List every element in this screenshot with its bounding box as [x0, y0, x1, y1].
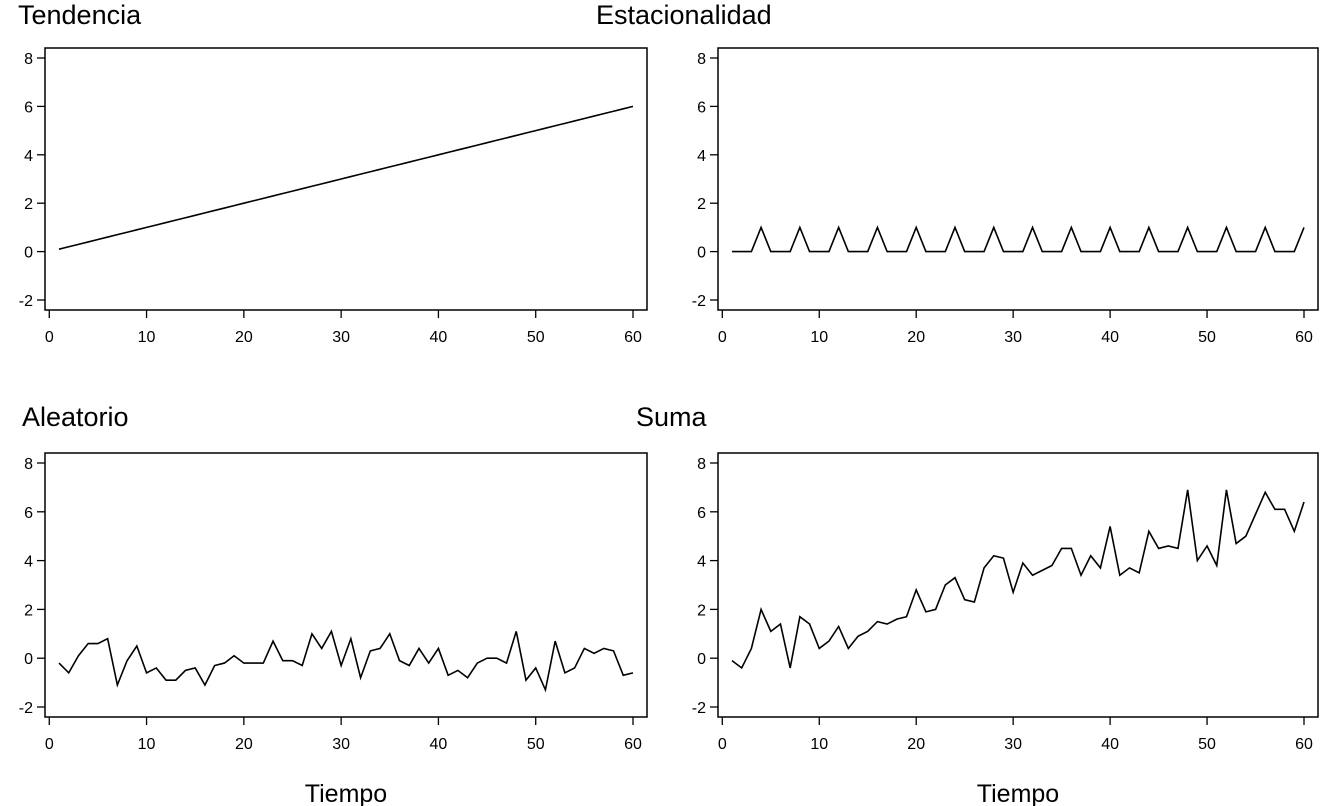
- x-tick-label: 40: [430, 736, 448, 753]
- y-tick-label: 0: [24, 651, 33, 668]
- y-tick-label: 6: [24, 99, 33, 116]
- y-tick-label: 8: [24, 51, 33, 68]
- chart-title: Estacionalidad: [596, 0, 772, 30]
- y-tick-label: 6: [24, 505, 33, 522]
- series-line: [58, 629, 634, 693]
- chart-title: Aleatorio: [22, 402, 129, 432]
- y-tick-label: -2: [692, 293, 706, 310]
- chart-panel-2: Estacionalidad -2 0 2 4 6 8 0 10 20 30 40 50 60: [596, 0, 1319, 346]
- x-tick-label: 20: [235, 736, 253, 753]
- x-tick-label: 10: [810, 329, 828, 346]
- x-tick-label: 60: [1295, 736, 1313, 753]
- x-tick-label: 50: [1198, 329, 1216, 346]
- y-tick-label: 6: [697, 505, 706, 522]
- y-tick-label: 2: [24, 196, 33, 213]
- y-tick-label: 0: [24, 245, 33, 262]
- y-tick-label: 2: [24, 602, 33, 619]
- chart-title: Suma: [636, 402, 708, 432]
- y-tick-label: -2: [692, 700, 706, 717]
- y-tick-label: 4: [24, 148, 33, 165]
- x-tick-label: 40: [430, 329, 448, 346]
- x-tick-label: 30: [1004, 329, 1022, 346]
- x-tick-label: 50: [527, 736, 545, 753]
- x-tick-label: 0: [45, 736, 54, 753]
- plot-frame: [717, 47, 1319, 311]
- x-tick-label: 0: [45, 329, 54, 346]
- plot-frame: [717, 452, 1319, 718]
- y-tick-label: 4: [697, 148, 706, 165]
- x-tick-label: 40: [1101, 329, 1119, 346]
- x-tick-label: 30: [332, 736, 350, 753]
- x-tick-label: 50: [1198, 736, 1216, 753]
- series-line: [731, 489, 1305, 670]
- x-axis-label: Tiempo: [305, 780, 387, 806]
- y-tick-label: 8: [24, 456, 33, 473]
- y-tick-label: 0: [697, 651, 706, 668]
- x-tick-label: 50: [527, 329, 545, 346]
- x-tick-label: 10: [138, 736, 156, 753]
- x-tick-label: 0: [718, 736, 727, 753]
- x-tick-label: 0: [718, 329, 727, 346]
- y-tick-label: 4: [697, 554, 706, 571]
- series-line: [58, 105, 634, 250]
- y-tick-label: 0: [697, 245, 706, 262]
- x-axis-label: Tiempo: [977, 780, 1059, 806]
- chart-panel-1: Tendencia -2 0 2 4 6 8 0 10 20 30 40 50 60: [18, 0, 648, 346]
- y-tick-label: -2: [19, 700, 33, 717]
- y-tick-label: 2: [697, 602, 706, 619]
- x-tick-label: 20: [235, 329, 253, 346]
- y-tick-label: 6: [697, 99, 706, 116]
- y-tick-label: 4: [24, 554, 33, 571]
- plot-frame: [44, 452, 648, 718]
- y-tick-label: 8: [697, 456, 706, 473]
- x-tick-label: 10: [810, 736, 828, 753]
- chart-title: Tendencia: [18, 0, 142, 30]
- series-line: [732, 225, 1305, 253]
- x-tick-label: 10: [138, 329, 156, 346]
- x-tick-label: 60: [624, 736, 642, 753]
- y-tick-label: -2: [19, 293, 33, 310]
- chart-panel-3: Aleatorio -2 0 2 4 6 8 0 10 20 30 40 50 60 Tiempo: [19, 402, 648, 806]
- x-tick-label: 20: [907, 329, 925, 346]
- chart-panel-4: Suma -2 0 2 4 6 8 0 10 20 30 40 50 60 Tiempo: [636, 402, 1319, 806]
- x-tick-label: 30: [1004, 736, 1022, 753]
- x-tick-label: 20: [907, 736, 925, 753]
- y-tick-label: 2: [697, 196, 706, 213]
- x-tick-label: 60: [624, 329, 642, 346]
- x-tick-label: 60: [1295, 329, 1313, 346]
- x-tick-label: 30: [332, 329, 350, 346]
- plot-frame: [44, 47, 648, 311]
- y-tick-label: 8: [697, 51, 706, 68]
- x-tick-label: 40: [1101, 736, 1119, 753]
